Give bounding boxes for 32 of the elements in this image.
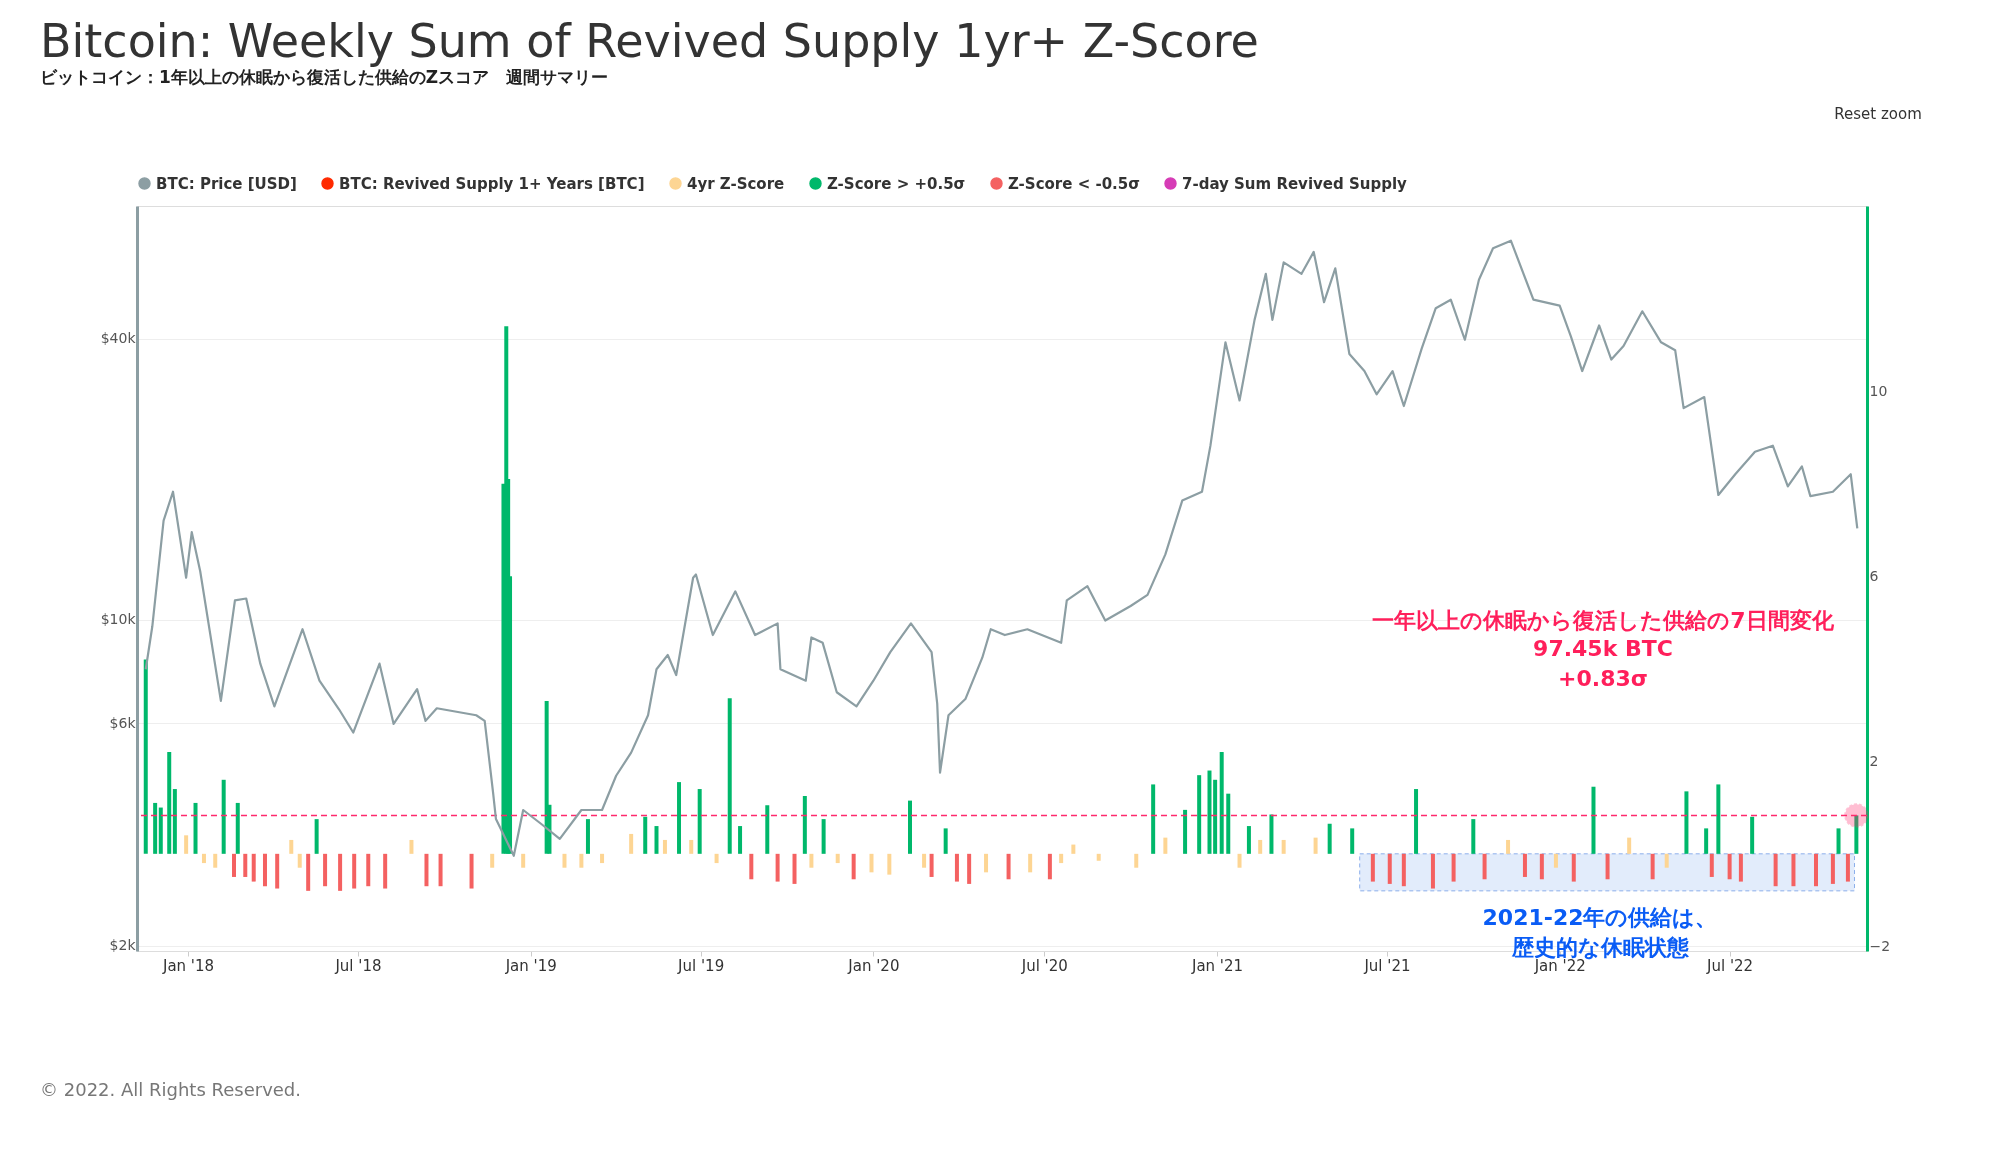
x-tick-label: Jul '21 xyxy=(1363,956,1411,975)
line-series xyxy=(144,239,1859,857)
annotation: 一年以上の休眠から復活した供給の7日間変化 xyxy=(1372,608,1835,633)
legend-label: 4yr Z-Score xyxy=(687,174,785,193)
chart-subtitle: ビットコイン：1年以上の休眠から復活した供給のZスコア 週間サマリー xyxy=(40,67,609,87)
y2-tick-label: −2 xyxy=(1869,937,1891,954)
legend-label: BTC: Price [USD] xyxy=(156,174,297,193)
x-tick-label: Jan '21 xyxy=(1190,956,1244,975)
legend-label: BTC: Revived Supply 1+ Years [BTC] xyxy=(339,174,645,193)
y-tick-label: $2k xyxy=(109,937,137,954)
y2-tick-label: 10 xyxy=(1869,382,1888,399)
y-tick-label: $6k xyxy=(109,714,137,731)
chart-title: Bitcoin: Weekly Sum of Revived Supply 1yr+ Z-Score xyxy=(40,14,1259,68)
legend-label: Z-Score > +0.5σ xyxy=(827,174,966,193)
x-tick-label: Jul '22 xyxy=(1706,956,1754,975)
text: © 2022. All Rights Reserved. xyxy=(40,1079,302,1100)
annotation: +0.83σ xyxy=(1558,666,1648,691)
y-tick-label: $10k xyxy=(100,611,137,628)
y-tick-label: $40k xyxy=(100,330,137,347)
x-tick-label: Jul '20 xyxy=(1020,956,1068,975)
text: Reset zoom xyxy=(1834,105,1922,123)
y2-tick-label: 2 xyxy=(1869,752,1879,769)
x-tick-label: Jan '20 xyxy=(847,956,900,975)
legend-label: Z-Score < -0.5σ xyxy=(1008,174,1140,193)
x-tick-label: Jan '18 xyxy=(161,956,215,975)
x-tick-label: Jan '19 xyxy=(504,956,557,975)
x-tick-label: Jul '19 xyxy=(677,956,725,975)
annotation: 97.45k BTC xyxy=(1533,636,1673,661)
annotation: 2021-22年の供給は、 xyxy=(1482,905,1718,930)
legend-label: 7-day Sum Revived Supply xyxy=(1182,174,1408,193)
y2-tick-label: 6 xyxy=(1869,567,1879,584)
x-tick-label: Jul '18 xyxy=(334,956,382,975)
